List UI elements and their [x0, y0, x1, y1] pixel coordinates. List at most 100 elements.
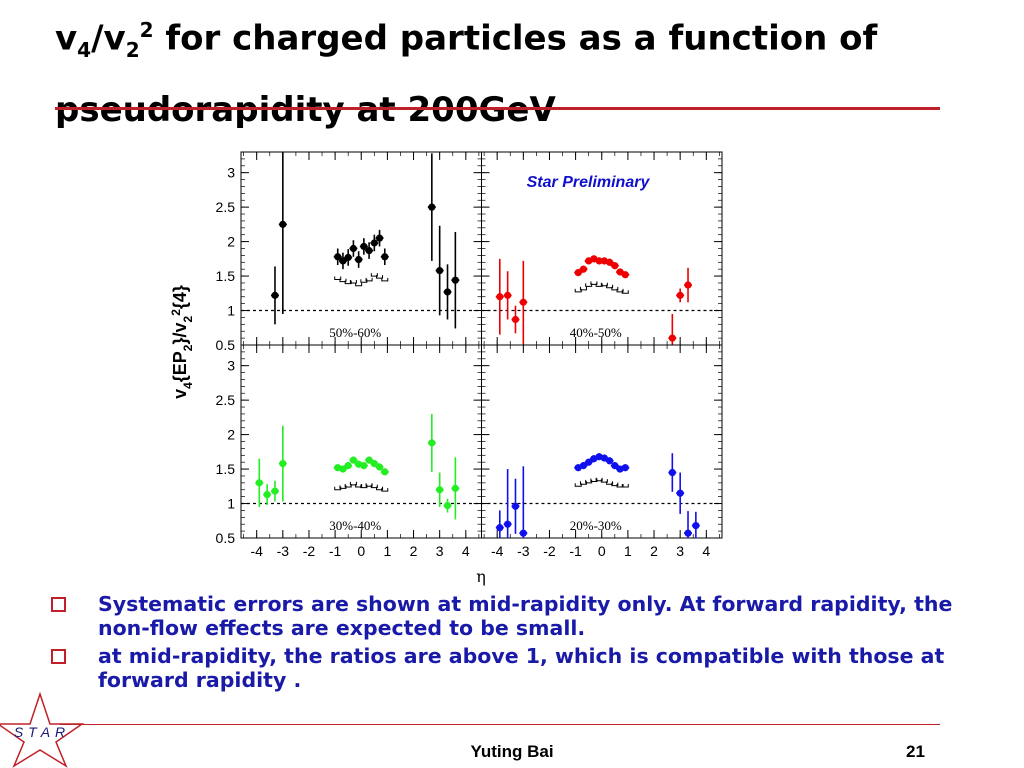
- bullet-item: Systematic errors are shown at mid-rapid…: [48, 592, 968, 640]
- plot-layer: 50%-60% 40%-50% 30%-40% 20%-30% 0.5 1 1.5 2 2.5 3…: [216, 151, 723, 559]
- systematic-error-bracket: [376, 275, 384, 279]
- data-point: [668, 468, 676, 477]
- ylabel-sub-2a: 2: [181, 344, 195, 351]
- x-tick-label: 0: [357, 543, 365, 559]
- data-point: [451, 276, 459, 284]
- title-v4-letter: v: [55, 18, 78, 59]
- data-point: [365, 246, 373, 255]
- systematic-error-bracket: [355, 483, 363, 488]
- data-point: [360, 242, 368, 251]
- systematic-error-bracket: [590, 478, 598, 482]
- star-preliminary-annotation: Star Preliminary: [527, 174, 651, 191]
- systematic-error-bracket: [611, 286, 619, 291]
- x-tick-label: -3: [517, 543, 530, 559]
- data-point: [496, 524, 504, 532]
- ylabel-v: v: [170, 389, 190, 399]
- data-point: [511, 315, 520, 324]
- data-point: [339, 465, 347, 473]
- data-point: [496, 293, 504, 301]
- data-point: [334, 253, 342, 261]
- y-tick-label: 2.5: [216, 199, 236, 215]
- systematic-error-bracket: [574, 483, 582, 487]
- x-tick-label: 4: [462, 543, 470, 559]
- data-point: [451, 484, 459, 492]
- systematic-error-bracket: [590, 281, 598, 285]
- systematic-error-bracket: [365, 483, 373, 487]
- data-point: [443, 288, 452, 296]
- data-point: [684, 529, 692, 537]
- systematic-error-bracket: [344, 483, 352, 488]
- x-tick-label: 3: [676, 543, 684, 559]
- x-tick-label: -1: [569, 543, 582, 559]
- x-tick-label: -4: [491, 543, 504, 559]
- data-point: [381, 253, 389, 261]
- data-point: [668, 334, 676, 342]
- ylabel-sub-4: 4: [181, 382, 195, 389]
- systematic-error-bracket: [600, 479, 608, 483]
- data-point: [511, 502, 520, 510]
- footer-author: Yuting Bai: [470, 742, 554, 761]
- data-point: [375, 463, 384, 471]
- y-tick-label: 1.5: [216, 268, 236, 284]
- bullet-marker-icon: [51, 649, 66, 664]
- systematic-error-bracket: [616, 483, 624, 488]
- ylabel-sub-2b: 2: [181, 315, 195, 322]
- y-tick-label: 0.5: [216, 337, 236, 353]
- systematic-error-bracket: [606, 284, 614, 289]
- data-point: [255, 479, 263, 487]
- data-point: [621, 271, 629, 279]
- data-point: [349, 456, 358, 464]
- title-sup-2: 2: [139, 18, 154, 42]
- data-point: [360, 462, 368, 470]
- x-tick-label: -3: [277, 543, 290, 559]
- x-tick-label: 4: [702, 543, 710, 559]
- data-point: [621, 464, 629, 472]
- systematic-error-bracket: [595, 477, 603, 482]
- systematic-error-bracket: [585, 283, 593, 287]
- data-point: [611, 262, 619, 270]
- data-point: [676, 291, 684, 299]
- systematic-error-bracket: [349, 279, 357, 284]
- title-sub-4: 4: [77, 38, 92, 63]
- x-tick-label: 2: [650, 543, 658, 559]
- title-sub-2: 2: [125, 38, 140, 63]
- x-tick-label: -2: [543, 543, 556, 559]
- data-point: [344, 462, 352, 470]
- data-point: [519, 298, 527, 306]
- systematic-error-bracket: [355, 282, 363, 287]
- systematic-error-bracket: [600, 282, 608, 287]
- data-point: [692, 521, 700, 530]
- y-tick-label: 1: [227, 496, 235, 512]
- data-point: [605, 258, 614, 266]
- data-point: [370, 459, 378, 468]
- slide-title: v4/v22 for charged particles as a functi…: [55, 0, 995, 140]
- data-point: [684, 281, 692, 289]
- data-point: [271, 291, 279, 299]
- data-point: [611, 462, 619, 470]
- data-point: [381, 468, 389, 476]
- data-point: [436, 266, 444, 275]
- data-point: [676, 489, 684, 497]
- data-point: [339, 257, 347, 265]
- y-tick-label: 0.5: [216, 530, 236, 546]
- panel-frame: [240, 344, 482, 539]
- title-slash-v: /v: [91, 18, 126, 59]
- bullet-list: Systematic errors are shown at mid-rapid…: [48, 592, 968, 696]
- systematic-error-bracket: [376, 486, 384, 491]
- ylabel-sup-2: 2: [169, 309, 183, 316]
- systematic-error-bracket: [344, 280, 352, 285]
- systematic-error-bracket: [621, 483, 629, 488]
- systematic-error-bracket: [611, 482, 619, 487]
- x-tick-label: 1: [383, 543, 391, 559]
- data-point: [370, 239, 378, 247]
- x-tick-label: 3: [436, 543, 444, 559]
- y-tick-label: 3: [227, 358, 235, 374]
- centrality-label: 50%-60%: [329, 325, 381, 340]
- data-point: [579, 265, 588, 273]
- data-point: [579, 462, 588, 470]
- systematic-error-bracket: [370, 484, 378, 489]
- bullet-marker-icon: [51, 597, 66, 612]
- data-point: [344, 253, 352, 262]
- systematic-error-bracket: [349, 481, 357, 486]
- x-tick-label: -2: [303, 543, 316, 559]
